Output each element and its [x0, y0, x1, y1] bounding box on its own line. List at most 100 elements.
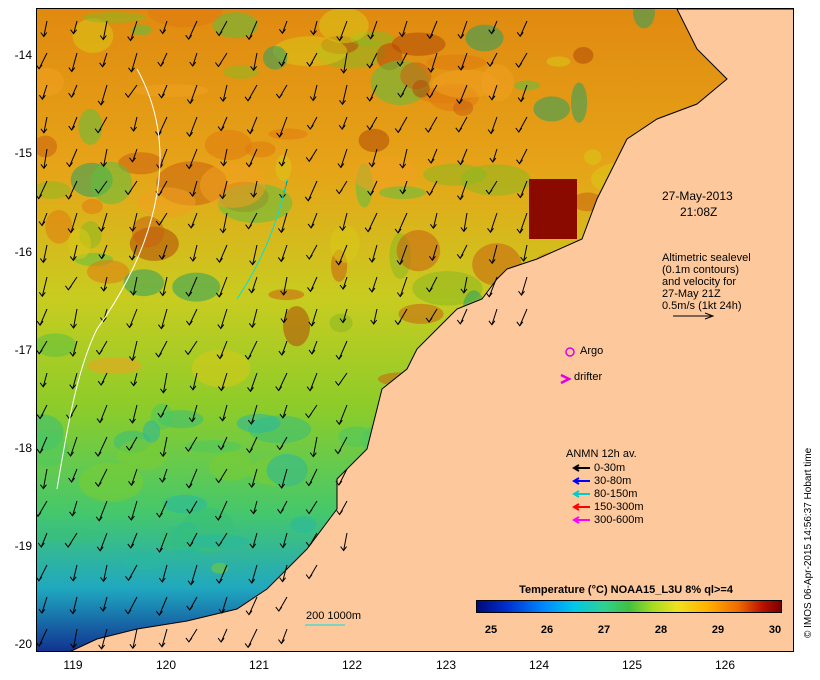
velocity-arrow — [430, 212, 438, 230]
velocity-arrow — [127, 500, 138, 521]
altimetry-note-1: Altimetric sealevel — [662, 252, 751, 264]
velocity-arrow — [216, 340, 228, 360]
velocity-arrow — [100, 276, 108, 292]
velocity-arrow — [37, 180, 48, 200]
velocity-arrow — [184, 340, 198, 356]
argo-label: Argo — [580, 345, 604, 357]
temperature-patch — [412, 80, 430, 98]
temperature-patch — [573, 47, 594, 64]
velocity-arrow — [159, 468, 168, 483]
velocity-arrow — [394, 116, 408, 134]
velocity-arrow — [157, 52, 168, 68]
velocity-arrow — [69, 372, 78, 390]
velocity-arrow — [309, 84, 318, 102]
x-tick-label: 121 — [248, 658, 270, 672]
velocity-arrow — [95, 180, 108, 194]
temperature-patch — [82, 12, 146, 23]
temperature-patch — [137, 187, 196, 218]
velocity-arrow — [248, 468, 258, 489]
velocity-arrow — [217, 436, 228, 451]
velocity-arrow — [307, 212, 318, 229]
velocity-arrow — [517, 84, 528, 103]
velocity-arrow — [127, 20, 138, 42]
velocity-arrow — [215, 532, 228, 547]
velocity-arrow — [189, 52, 198, 67]
velocity-arrow — [364, 212, 378, 233]
velocity-arrow — [306, 52, 318, 68]
colorbar-tick: 25 — [484, 624, 498, 636]
velocity-arrow — [129, 276, 138, 296]
velocity-arrow — [396, 244, 408, 266]
velocity-arrow — [125, 564, 138, 582]
velocity-arrow — [275, 84, 288, 99]
velocity-arrow — [94, 116, 108, 134]
temperature-patch — [330, 224, 360, 263]
velocity-arrow — [398, 20, 408, 38]
temperature-patch — [37, 431, 69, 467]
velocity-arrow — [69, 500, 78, 517]
velocity-arrow — [39, 84, 48, 101]
temperature-patch — [391, 32, 446, 56]
arrow-left-icon — [572, 503, 590, 511]
temperature-patch — [86, 357, 143, 375]
temperature-patch — [123, 269, 165, 297]
velocity-arrow — [277, 244, 288, 263]
temperature-patch — [426, 54, 487, 71]
velocity-arrow — [335, 404, 348, 426]
velocity-arrow — [67, 212, 78, 234]
velocity-arrow — [278, 340, 288, 356]
temperature-patch — [223, 65, 259, 79]
y-tick-label: -16 — [14, 245, 32, 259]
velocity-arrow — [40, 148, 48, 170]
velocity-arrow — [158, 628, 168, 648]
temperature-patch — [633, 9, 655, 29]
velocity-arrow — [279, 20, 288, 35]
y-tick-label: -19 — [14, 539, 32, 553]
velocity-arrow — [456, 244, 468, 260]
velocity-arrow — [68, 468, 78, 483]
velocity-arrow — [426, 276, 438, 293]
velocity-arrow — [339, 308, 348, 324]
velocity-arrow — [185, 276, 198, 297]
velocity-arrow — [370, 308, 378, 325]
velocity-arrow — [368, 244, 378, 263]
temperature-patch — [132, 216, 165, 248]
temperature-patch — [78, 462, 144, 502]
velocity-arrow — [124, 180, 138, 196]
velocity-arrow — [488, 244, 498, 265]
velocity-arrow — [94, 436, 108, 457]
velocity-arrow — [129, 212, 138, 232]
temperature-patch — [212, 12, 259, 39]
velocity-arrow — [158, 244, 168, 261]
temperature-patch — [185, 440, 242, 453]
velocity-arrow — [128, 52, 138, 73]
colorbar-tick: 30 — [768, 624, 782, 636]
velocity-arrow — [306, 372, 318, 392]
velocity-arrow — [394, 212, 408, 234]
velocity-arrow — [487, 116, 498, 135]
colorbar-tick: 29 — [711, 624, 725, 636]
velocity-arrow — [96, 404, 108, 424]
y-tick-label: -17 — [14, 343, 32, 357]
velocity-arrow — [37, 628, 48, 647]
anmn-legend-label: 0-30m — [594, 462, 626, 474]
velocity-arrow — [275, 596, 288, 612]
arrow-left-icon — [572, 464, 590, 472]
velocity-arrow — [185, 436, 198, 453]
velocity-arrow — [280, 276, 288, 296]
temperature-patch — [245, 141, 276, 158]
velocity-arrow — [129, 340, 138, 362]
velocity-arrow — [520, 244, 528, 262]
temperature-patch — [78, 108, 103, 145]
velocity-arrow — [189, 244, 198, 262]
velocity-arrow — [248, 308, 258, 329]
velocity-arrow — [128, 468, 138, 487]
velocity-arrow — [95, 500, 108, 522]
velocity-arrow — [339, 84, 348, 106]
velocity-arrow — [69, 564, 78, 582]
temperature-patch — [121, 551, 164, 571]
velocity-arrow — [185, 628, 198, 643]
velocity-arrow — [249, 244, 258, 266]
velocity-arrow — [457, 20, 468, 40]
velocity-arrow — [69, 596, 78, 615]
